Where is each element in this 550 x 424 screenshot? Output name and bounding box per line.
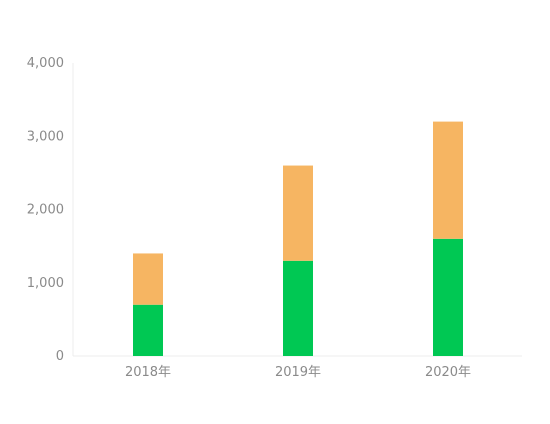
bar-segment[interactable] (133, 304, 163, 356)
x-tick-label: 2020年 (425, 365, 471, 380)
y-tick-label: 0 (56, 349, 64, 364)
bar-segment[interactable] (283, 260, 313, 356)
x-tick-label: 2018年 (125, 365, 171, 380)
bar-segment[interactable] (433, 238, 463, 356)
x-axis-ticks: 2018年 2019年 2020年 (125, 365, 471, 380)
x-tick-label: 2019年 (275, 365, 321, 380)
y-tick-label: 1,000 (27, 276, 64, 291)
y-tick-label: 3,000 (27, 129, 64, 144)
y-tick-label: 4,000 (27, 56, 64, 71)
bars-group (133, 121, 463, 356)
bar-segment[interactable] (283, 165, 313, 261)
y-axis-ticks: 0 1,000 2,000 3,000 4,000 (27, 56, 64, 364)
bar-segment[interactable] (433, 121, 463, 239)
y-tick-label: 2,000 (27, 203, 64, 218)
bar-segment[interactable] (133, 253, 163, 305)
